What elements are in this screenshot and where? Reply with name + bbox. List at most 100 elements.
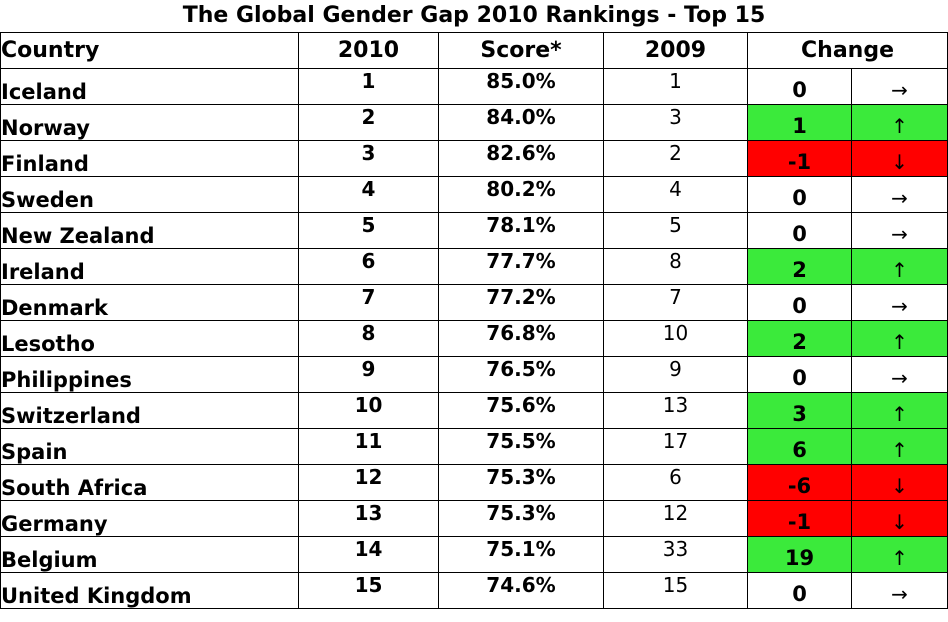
table-row: Lesotho 8 76.8% 10 2 ↑ (0, 320, 948, 357)
rank-2010-cell: 8 (298, 320, 439, 357)
rank-2009-cell: 3 (603, 104, 748, 141)
rank-2009-cell: 13 (603, 392, 748, 429)
rank-2009-cell: 1 (603, 68, 748, 105)
rank-2009-cell: 7 (603, 284, 748, 321)
rank-2009-cell: 4 (603, 176, 748, 213)
rank-2010-cell: 5 (298, 212, 439, 249)
table-row: Belgium 14 75.1% 33 19 ↑ (0, 536, 948, 573)
rank-2009-cell: 5 (603, 212, 748, 249)
score-cell: 76.5% (438, 356, 604, 393)
rank-2010-cell: 11 (298, 428, 439, 465)
column-header-2009: 2009 (603, 32, 748, 69)
country-cell: Germany (0, 500, 299, 537)
change-arrow-icon: ↑ (850, 104, 948, 141)
country-cell: Denmark (0, 284, 299, 321)
change-arrow-icon: ↑ (850, 536, 948, 573)
score-cell: 75.6% (438, 392, 604, 429)
country-cell: South Africa (0, 464, 299, 501)
change-arrow-icon: → (850, 284, 948, 321)
change-value-cell: 0 (747, 284, 852, 321)
rank-2010-cell: 14 (298, 536, 439, 573)
change-value-cell: 2 (747, 248, 852, 285)
country-cell: United Kingdom (0, 572, 299, 609)
rank-2009-cell: 33 (603, 536, 748, 573)
country-cell: Lesotho (0, 320, 299, 357)
score-cell: 77.2% (438, 284, 604, 321)
table-row: Philippines 9 76.5% 9 0 → (0, 356, 948, 393)
country-cell: New Zealand (0, 212, 299, 249)
table-row: Spain 11 75.5% 17 6 ↑ (0, 428, 948, 465)
country-cell: Finland (0, 140, 299, 177)
change-value-cell: -6 (747, 464, 852, 501)
change-arrow-icon: → (850, 572, 948, 609)
country-cell: Belgium (0, 536, 299, 573)
table-row: Norway 2 84.0% 3 1 ↑ (0, 104, 948, 141)
change-value-cell: -1 (747, 500, 852, 537)
header-row: Country 2010 Score* 2009 Change (0, 32, 948, 69)
country-cell: Iceland (0, 68, 299, 105)
change-arrow-icon: ↓ (850, 500, 948, 537)
change-arrow-icon: ↓ (850, 464, 948, 501)
table-row: Denmark 7 77.2% 7 0 → (0, 284, 948, 321)
rank-2009-cell: 17 (603, 428, 748, 465)
table-row: New Zealand 5 78.1% 5 0 → (0, 212, 948, 249)
table-row: Finland 3 82.6% 2 -1 ↓ (0, 140, 948, 177)
table-row: Germany 13 75.3% 12 -1 ↓ (0, 500, 948, 537)
change-value-cell: 19 (747, 536, 852, 573)
rank-2009-cell: 6 (603, 464, 748, 501)
score-cell: 75.5% (438, 428, 604, 465)
score-cell: 82.6% (438, 140, 604, 177)
country-cell: Norway (0, 104, 299, 141)
change-value-cell: -1 (747, 140, 852, 177)
rank-2010-cell: 10 (298, 392, 439, 429)
country-cell: Spain (0, 428, 299, 465)
rank-2009-cell: 10 (603, 320, 748, 357)
rank-2009-cell: 15 (603, 572, 748, 609)
change-arrow-icon: → (850, 68, 948, 105)
country-cell: Sweden (0, 176, 299, 213)
country-cell: Switzerland (0, 392, 299, 429)
change-value-cell: 0 (747, 68, 852, 105)
rank-2009-cell: 12 (603, 500, 748, 537)
rank-2009-cell: 9 (603, 356, 748, 393)
rank-2010-cell: 15 (298, 572, 439, 609)
rank-2010-cell: 12 (298, 464, 439, 501)
score-cell: 84.0% (438, 104, 604, 141)
rank-2009-cell: 2 (603, 140, 748, 177)
change-value-cell: 6 (747, 428, 852, 465)
score-cell: 75.3% (438, 500, 604, 537)
rank-2010-cell: 3 (298, 140, 439, 177)
score-cell: 78.1% (438, 212, 604, 249)
score-cell: 77.7% (438, 248, 604, 285)
change-value-cell: 0 (747, 176, 852, 213)
table-row: South Africa 12 75.3% 6 -6 ↓ (0, 464, 948, 501)
change-value-cell: 3 (747, 392, 852, 429)
change-arrow-icon: ↑ (850, 320, 948, 357)
change-arrow-icon: → (850, 212, 948, 249)
score-cell: 85.0% (438, 68, 604, 105)
table-row: United Kingdom 15 74.6% 15 0 → (0, 572, 948, 609)
table-row: Ireland 6 77.7% 8 2 ↑ (0, 248, 948, 285)
rank-2010-cell: 13 (298, 500, 439, 537)
rank-2010-cell: 6 (298, 248, 439, 285)
rank-2010-cell: 2 (298, 104, 439, 141)
change-arrow-icon: → (850, 176, 948, 213)
table-title: The Global Gender Gap 2010 Rankings - To… (182, 3, 766, 28)
score-cell: 75.1% (438, 536, 604, 573)
score-cell: 74.6% (438, 572, 604, 609)
rank-2010-cell: 1 (298, 68, 439, 105)
column-header-score: Score* (438, 32, 604, 69)
change-value-cell: 1 (747, 104, 852, 141)
table-row: Iceland 1 85.0% 1 0 → (0, 68, 948, 105)
rank-2009-cell: 8 (603, 248, 748, 285)
change-value-cell: 0 (747, 356, 852, 393)
score-cell: 75.3% (438, 464, 604, 501)
change-value-cell: 0 (747, 212, 852, 249)
change-arrow-icon: ↑ (850, 428, 948, 465)
column-header-change: Change (746, 32, 948, 69)
change-arrow-icon: ↓ (850, 140, 948, 177)
score-cell: 80.2% (438, 176, 604, 213)
country-cell: Ireland (0, 248, 299, 285)
change-arrow-icon: ↑ (850, 392, 948, 429)
rank-2010-cell: 7 (298, 284, 439, 321)
